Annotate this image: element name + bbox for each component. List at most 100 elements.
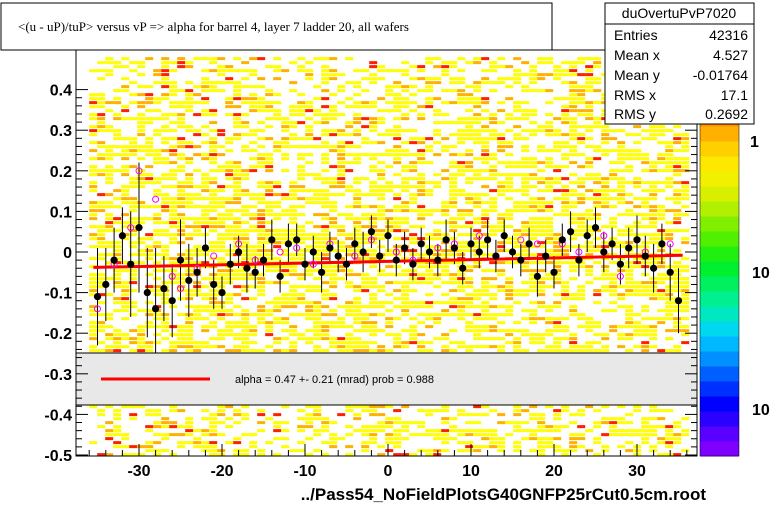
heat-cell xyxy=(505,305,514,309)
profile-point xyxy=(542,252,550,260)
heat-cell xyxy=(625,157,634,161)
heat-cell xyxy=(457,209,466,213)
heat-cell xyxy=(545,205,554,209)
profile-point xyxy=(293,236,301,244)
heat-cell xyxy=(121,117,130,121)
heat-cell xyxy=(273,269,282,273)
heat-cell xyxy=(209,225,218,229)
heat-cell xyxy=(89,285,98,289)
heat-cell xyxy=(241,413,250,417)
heat-cell xyxy=(225,177,234,181)
heat-cell xyxy=(377,169,386,173)
heat-cell xyxy=(641,225,650,229)
heat-cell xyxy=(177,197,186,201)
heat-cell xyxy=(145,285,154,289)
heat-cell xyxy=(425,273,434,277)
heat-cell xyxy=(489,285,498,289)
heat-cell xyxy=(145,165,154,169)
heat-cell xyxy=(601,189,610,193)
heat-cell xyxy=(345,305,354,309)
heat-cell xyxy=(193,345,202,349)
heat-cell xyxy=(569,129,578,133)
heat-cell xyxy=(657,261,666,265)
heat-cell xyxy=(361,313,370,317)
heat-cell xyxy=(273,297,282,301)
heat-cell xyxy=(145,309,154,313)
heat-cell xyxy=(185,129,194,133)
heat-cell xyxy=(169,241,178,245)
heat-cell xyxy=(545,309,554,313)
y-tick-label: -0.2 xyxy=(44,326,72,343)
heat-cell xyxy=(361,193,370,197)
heat-cell xyxy=(201,317,210,321)
heat-cell xyxy=(161,149,170,153)
heat-cell xyxy=(617,297,626,301)
heat-cell xyxy=(241,233,250,237)
heat-cell xyxy=(553,241,562,245)
heat-cell xyxy=(105,241,114,245)
heat-cell xyxy=(657,229,666,233)
heat-cell xyxy=(201,209,210,213)
heat-cell xyxy=(561,449,570,453)
heat-cell xyxy=(161,141,170,145)
heat-cell xyxy=(681,317,690,321)
heat-cell xyxy=(457,137,466,141)
heat-cell xyxy=(289,297,298,301)
heat-cell xyxy=(529,269,538,273)
heat-cell xyxy=(473,237,482,241)
heat-cell xyxy=(145,101,154,105)
stats-value-meanx: 4.527 xyxy=(713,47,748,63)
heat-cell xyxy=(401,105,410,109)
heat-cell xyxy=(217,217,226,221)
heat-cell xyxy=(577,409,586,413)
heat-cell xyxy=(361,117,370,121)
heat-cell xyxy=(105,157,114,161)
heat-cell xyxy=(537,441,546,445)
heat-cell xyxy=(537,73,546,77)
heat-cell xyxy=(393,333,402,337)
heat-cell xyxy=(681,205,690,209)
heat-cell xyxy=(577,325,586,329)
palette-swatch xyxy=(700,396,739,412)
heat-cell xyxy=(97,225,106,229)
heat-cell xyxy=(177,313,186,317)
heat-cell xyxy=(393,409,402,413)
heat-cell xyxy=(313,189,322,193)
heat-cell xyxy=(361,409,370,413)
heat-cell xyxy=(105,333,114,337)
heat-cell xyxy=(377,177,386,181)
heat-cell xyxy=(137,261,146,265)
heat-cell xyxy=(177,325,186,329)
heat-cell xyxy=(97,313,106,317)
heat-cell xyxy=(313,305,322,309)
heat-cell xyxy=(193,169,202,173)
heat-cell xyxy=(601,201,610,205)
heat-cell xyxy=(209,81,218,85)
heat-cell xyxy=(249,329,258,333)
heat-cell xyxy=(161,73,170,77)
heat-cell xyxy=(553,129,562,133)
heat-cell xyxy=(665,209,674,213)
heat-cell xyxy=(417,321,426,325)
heat-cell xyxy=(137,145,146,149)
heat-cell xyxy=(129,177,138,181)
heat-cell xyxy=(593,201,602,205)
heat-cell xyxy=(569,125,578,129)
heat-cell xyxy=(497,217,506,221)
heat-cell xyxy=(641,281,650,285)
heat-cell xyxy=(369,313,378,317)
heat-cell xyxy=(201,197,210,201)
heat-cell xyxy=(169,433,178,437)
heat-cell xyxy=(313,57,322,61)
stats-label-meany: Mean y xyxy=(614,67,660,83)
heat-cell xyxy=(369,61,378,65)
heat-cell xyxy=(249,245,258,249)
heat-cell xyxy=(377,349,386,353)
heat-cell xyxy=(385,133,394,137)
heat-cell xyxy=(377,161,386,165)
heat-cell xyxy=(505,113,514,117)
heat-cell xyxy=(441,281,450,285)
heat-cell xyxy=(137,173,146,177)
heat-cell xyxy=(505,209,514,213)
heat-cell xyxy=(489,201,498,205)
